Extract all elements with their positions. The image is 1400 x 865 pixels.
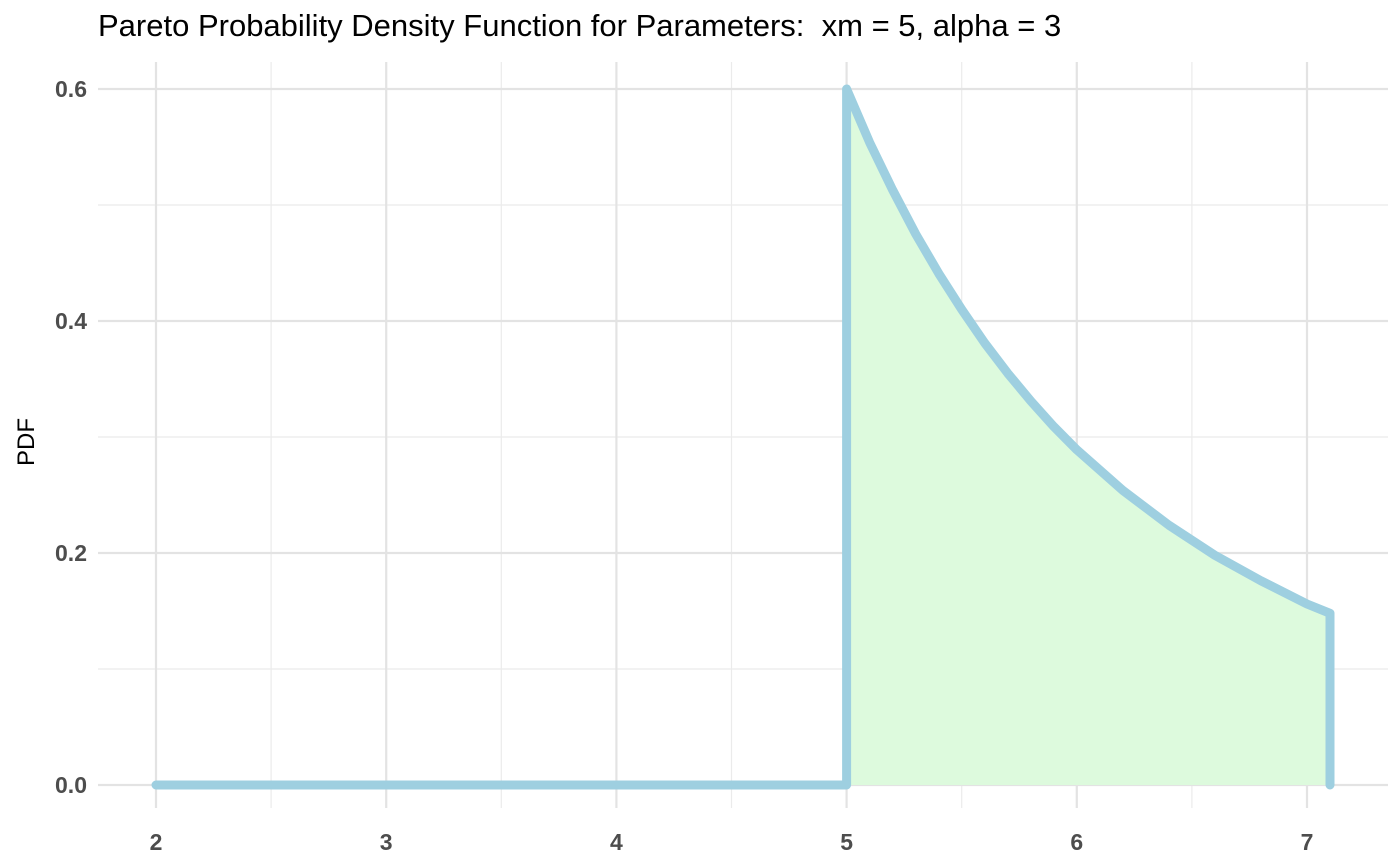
y-tick-label: 0.4 [55,308,87,334]
pdf-line-layer [151,84,1335,790]
y-axis-title: PDF [13,418,40,466]
chart-title: Pareto Probability Density Function for … [98,8,1062,43]
x-tick-label: 5 [840,829,853,855]
x-tick-label: 2 [150,829,163,855]
pdf-line [151,84,1335,790]
y-tick-label: 0.0 [55,772,87,798]
y-tick-label: 0.6 [55,76,87,102]
y-axis-tick-labels: 0.0 0.2 0.4 0.6 [55,76,87,798]
area-fill-layer [846,89,1331,785]
x-tick-label: 4 [610,829,623,855]
x-tick-label: 3 [380,829,393,855]
y-tick-label: 0.2 [55,540,87,566]
x-tick-label: 7 [1301,829,1314,855]
area-fill [846,89,1331,785]
x-tick-label: 6 [1070,829,1083,855]
x-axis-tick-labels: 2 3 4 5 6 7 [150,829,1314,855]
